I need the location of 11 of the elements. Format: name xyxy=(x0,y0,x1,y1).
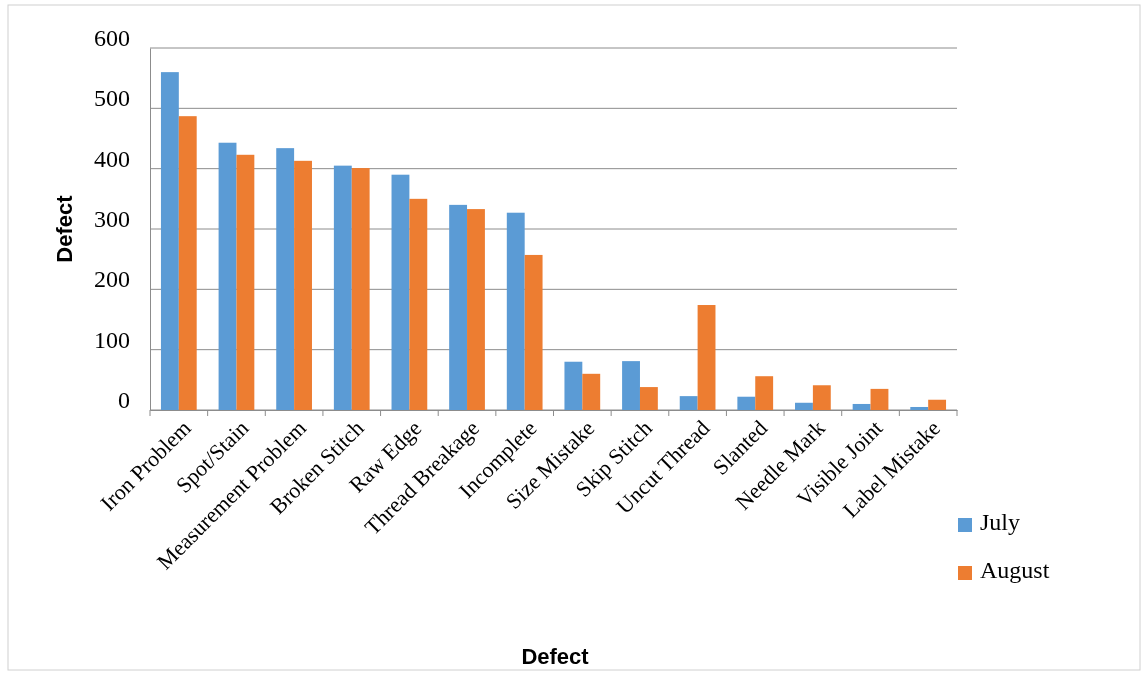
y-tick-label: 300 xyxy=(94,206,130,233)
y-tick-label: 600 xyxy=(94,25,130,52)
y-tick-label: 200 xyxy=(94,266,130,293)
y-tick-label: 0 xyxy=(118,387,130,414)
y-axis-title: Defect xyxy=(52,194,77,263)
y-tick-label: 400 xyxy=(94,145,130,172)
y-tick-label: 100 xyxy=(94,326,130,353)
legend-label: July xyxy=(980,509,1021,535)
legend-label: August xyxy=(980,557,1050,583)
y-tick-label: 500 xyxy=(94,85,130,112)
x-axis-title: Defect xyxy=(521,644,590,669)
